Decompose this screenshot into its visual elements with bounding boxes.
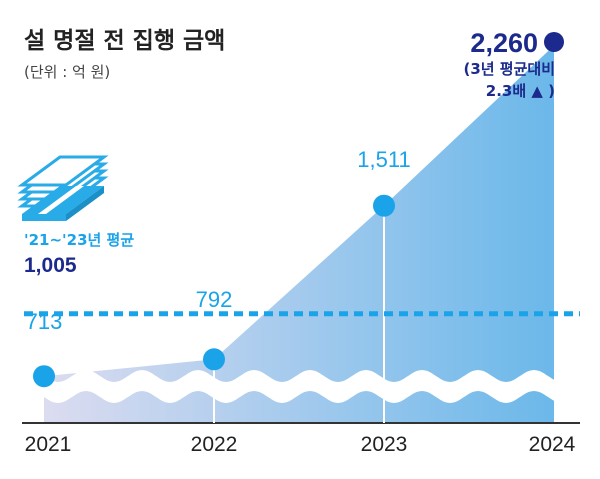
data-point-2021 — [33, 365, 55, 388]
data-point-2023 — [373, 194, 395, 217]
annotation-line2: 2.3배 ▲ ) — [486, 82, 555, 100]
value-label-2021: 713 — [26, 309, 63, 334]
x-tick-2021: 2021 — [25, 433, 72, 456]
area-series — [44, 45, 554, 423]
x-tick-2022: 2022 — [191, 433, 238, 456]
x-tick-labels: 2021 2022 2023 2024 — [25, 433, 576, 456]
average-value: 1,005 — [24, 254, 77, 277]
chart-subtitle: (단위 : 억 원) — [24, 63, 110, 81]
axis-break-wave — [42, 370, 556, 403]
x-tick-2023: 2023 — [361, 433, 408, 456]
value-label-2023: 1,511 — [357, 147, 410, 172]
value-label-2024: 2,260 — [470, 28, 538, 58]
annotation-line1: (3년 평균대비 — [463, 60, 555, 78]
x-tick-2024: 2024 — [529, 433, 576, 456]
data-point-2024 — [544, 32, 564, 52]
chart-title: 설 명절 전 집행 금액 — [24, 28, 225, 54]
money-icon — [17, 155, 109, 221]
value-label-2022: 792 — [196, 287, 233, 312]
data-points — [33, 32, 564, 388]
average-label: '21~'23년 평균 — [24, 231, 134, 249]
data-point-2022 — [203, 348, 225, 371]
value-labels: 713 792 1,511 2,260 — [26, 28, 538, 334]
